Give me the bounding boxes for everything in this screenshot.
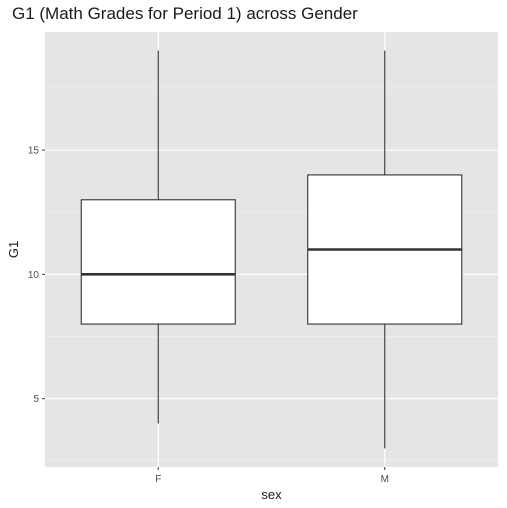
box-M — [307, 50, 463, 449]
box-layer — [80, 50, 463, 449]
axis-layer: 5 10 15 F M — [28, 146, 389, 485]
box-iqr — [80, 199, 236, 325]
y-tick-label: 15 — [28, 146, 40, 157]
box-F — [80, 50, 236, 424]
x-tick-label: M — [381, 474, 389, 485]
chart-title: G1 (Math Grades for Period 1) across Gen… — [12, 4, 358, 23]
y-tick-label: 10 — [28, 270, 40, 281]
x-tick-label: F — [155, 474, 161, 485]
x-axis-title: sex — [261, 487, 282, 502]
y-axis-title: G1 — [6, 241, 21, 258]
y-tick-label: 5 — [33, 394, 39, 405]
